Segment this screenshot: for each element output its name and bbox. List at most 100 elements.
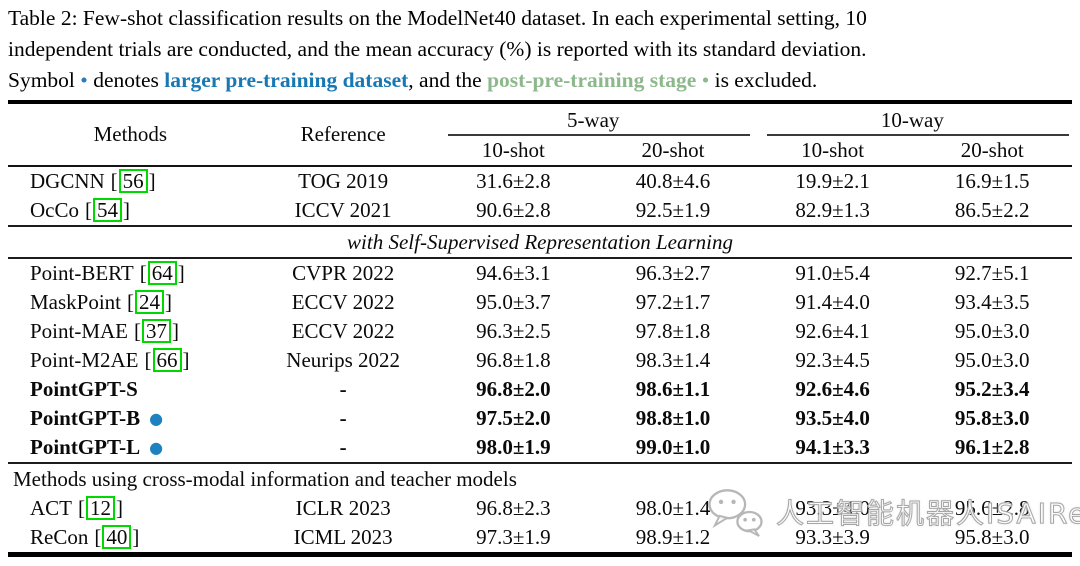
larger-pretraining-dataset-text: larger pre-training dataset xyxy=(164,68,409,92)
table-row: OcCo[54] ICCV 2021 90.6±2.8 92.5±1.9 82.… xyxy=(8,196,1072,227)
value-cell-10way-10shot: 92.3±4.5 xyxy=(795,348,870,372)
method-cell: PointGPT-S xyxy=(8,375,253,404)
method-cell: DGCNN[56] xyxy=(8,166,253,196)
bracket-open: [ xyxy=(144,348,152,372)
value-cell-5way-20shot: 98.9±1.2 xyxy=(635,525,711,549)
value-cell-10way-20shot: 16.9±1.5 xyxy=(954,169,1030,193)
method-name: ACT xyxy=(30,496,72,520)
citation-box[interactable]: 24 xyxy=(135,290,165,314)
value-cell-5way-10shot: 96.8±2.0 xyxy=(476,377,551,401)
value-cell-10way-20shot: 86.5±2.2 xyxy=(912,196,1072,227)
method-name: DGCNN xyxy=(30,169,105,193)
value-cell-10way-10shot: 92.6±4.1 xyxy=(795,319,870,343)
method-cell: PointGPT-B ● xyxy=(8,404,253,433)
value-cell-5way-10shot: 96.3±2.5 xyxy=(476,319,551,343)
citation-link[interactable]: [56] xyxy=(111,169,156,193)
bracket-close: ] xyxy=(165,290,173,314)
method-cell: Point-MAE[37] xyxy=(8,317,253,346)
value-cell-5way-10shot: 96.8±1.8 xyxy=(476,348,551,372)
bracket-open: [ xyxy=(110,169,118,193)
section-row: Methods using cross-modal information an… xyxy=(8,463,1072,494)
bracket-open: [ xyxy=(85,198,92,222)
citation-link[interactable]: [40] xyxy=(94,525,139,549)
value-cell-5way-20shot: 97.8±1.8 xyxy=(635,319,711,343)
method-cell: ACT[12] xyxy=(8,494,253,523)
col-header-10way-10shot: 10-shot xyxy=(752,136,913,167)
bracket-close: ] xyxy=(177,261,185,285)
col-header-5way: 5-way xyxy=(434,102,753,136)
table-row: PointGPT-B ● - 97.5±2.0 98.8±1.0 93.5±4.0… xyxy=(8,404,1072,433)
citation-box[interactable]: 37 xyxy=(142,319,172,343)
value-cell-5way-10shot: 97.5±2.0 xyxy=(476,406,551,430)
bracket-open: [ xyxy=(78,496,85,520)
value-cell-10way-10shot: 19.9±2.1 xyxy=(795,169,870,193)
citation-link[interactable]: [24] xyxy=(127,290,172,314)
reference-cell: CVPR 2022 xyxy=(292,261,395,285)
method-name: PointGPT-S xyxy=(30,377,138,401)
results-table: Methods Reference 5-way 10-way 10-shot 2… xyxy=(8,100,1072,557)
citation-link[interactable]: [64] xyxy=(140,261,185,285)
value-cell-5way-20shot: 40.8±4.6 xyxy=(635,169,711,193)
value-cell-10way-10shot: 82.9±1.3 xyxy=(752,196,913,227)
green-bullet-icon: • xyxy=(701,68,710,92)
value-cell-10way-20shot: 96.1±2.8 xyxy=(912,433,1072,464)
citation-link[interactable]: [37] xyxy=(134,319,179,343)
bracket-open: [ xyxy=(94,525,102,549)
table-row: DGCNN[56] TOG 2019 31.6±2.8 40.8±4.6 19.… xyxy=(8,166,1072,196)
value-cell-5way-20shot: 98.0±1.4 xyxy=(635,496,711,520)
value-cell-10way-20shot: 95.8±3.0 xyxy=(954,525,1030,549)
citation-link[interactable]: [12] xyxy=(78,496,123,520)
bracket-open: [ xyxy=(139,261,147,285)
method-name: Point-MAE xyxy=(30,319,129,343)
value-cell-10way-10shot: 92.6±4.6 xyxy=(795,377,870,401)
citation-box[interactable]: 56 xyxy=(118,169,148,193)
method-name: PointGPT-L xyxy=(30,435,141,459)
method-cell: ReCon[40] xyxy=(8,523,253,555)
bracket-open: [ xyxy=(134,319,142,343)
col-header-5way-10shot: 10-shot xyxy=(433,136,594,167)
larger-dataset-dot-icon: ● xyxy=(149,409,164,428)
col-header-10way-20shot: 20-shot xyxy=(912,136,1072,167)
value-cell-5way-20shot: 96.3±2.7 xyxy=(635,261,711,285)
citation-box[interactable]: 66 xyxy=(152,348,182,372)
value-cell-5way-20shot: 97.2±1.7 xyxy=(635,290,711,314)
citation-link[interactable]: [66] xyxy=(145,348,190,372)
value-cell-5way-10shot: 90.6±2.8 xyxy=(433,196,594,227)
caption-text: denotes xyxy=(87,68,165,92)
caption-line-1: Table 2: Few-shot classification results… xyxy=(8,6,867,30)
method-name: Point-M2AE xyxy=(30,348,139,372)
table-row: Point-MAE[37] ECCV 2022 96.3±2.5 97.8±1.… xyxy=(8,317,1072,346)
caption-text: Symbol xyxy=(8,68,81,92)
value-cell-5way-10shot: 97.3±1.9 xyxy=(476,525,551,549)
value-cell-10way-10shot: 93.3±4.0 xyxy=(795,496,870,520)
post-pretraining-stage-text: post-pre-training stage xyxy=(487,68,702,92)
value-cell-10way-20shot: 95.6±2.8 xyxy=(954,496,1030,520)
reference-cell: - xyxy=(252,433,434,464)
reference-cell: ICML 2023 xyxy=(293,525,393,549)
table-row: Point-BERT[64] CVPR 2022 94.6±3.1 96.3±2… xyxy=(8,258,1072,288)
citation-box[interactable]: 40 xyxy=(102,525,132,549)
section-row: with Self-Supervised Representation Lear… xyxy=(8,226,1072,259)
citation-box[interactable]: 64 xyxy=(147,261,177,285)
method-name: Point-BERT xyxy=(30,261,134,285)
method-name: OcCo xyxy=(30,198,79,222)
method-name: MaskPoint xyxy=(30,290,122,314)
table-caption: Table 2: Few-shot classification results… xyxy=(8,3,1074,96)
table-row: MaskPoint[24] ECCV 2022 95.0±3.7 97.2±1.… xyxy=(8,288,1072,317)
bracket-close: ] xyxy=(148,169,156,193)
caption-text: , and the xyxy=(408,68,488,92)
reference-cell: ICCV 2021 xyxy=(252,196,434,227)
value-cell-10way-10shot: 94.1±3.3 xyxy=(752,433,913,464)
citation-box[interactable]: 54 xyxy=(93,198,122,222)
method-cell: Point-M2AE[66] xyxy=(8,346,253,375)
table-container: Methods Reference 5-way 10-way 10-shot 2… xyxy=(8,100,1072,557)
col-header-5way-20shot: 20-shot xyxy=(593,136,753,167)
method-cell: OcCo[54] xyxy=(8,196,253,227)
value-cell-10way-10shot: 93.5±4.0 xyxy=(795,406,870,430)
col-header-10way: 10-way xyxy=(753,102,1072,136)
value-cell-10way-10shot: 91.4±4.0 xyxy=(795,290,870,314)
value-cell-10way-20shot: 92.7±5.1 xyxy=(954,261,1030,285)
bracket-close: ] xyxy=(123,198,130,222)
citation-link[interactable]: [54] xyxy=(85,198,130,222)
citation-box[interactable]: 12 xyxy=(86,496,115,520)
